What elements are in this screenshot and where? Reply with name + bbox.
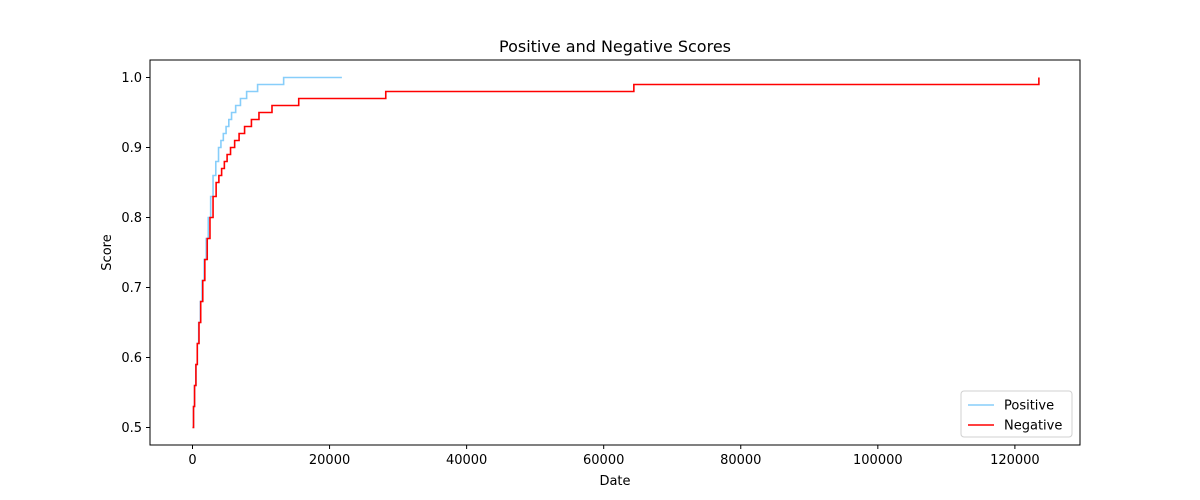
y-tick-label: 0.8 (121, 211, 142, 226)
legend: Positive Negative (960, 390, 1073, 438)
y-tick-label: 0.6 (121, 351, 142, 366)
x-tick-label: 40000 (446, 453, 487, 468)
x-tick-label: 80000 (720, 453, 761, 468)
x-axis-ticks: 0 20000 40000 60000 80000 100000 120000 (188, 445, 1040, 468)
y-tick-label: 0.7 (121, 281, 142, 296)
series-line-negative (192, 77, 1040, 429)
x-axis-label: Date (599, 474, 630, 489)
chart-title: Positive and Negative Scores (499, 37, 731, 56)
series-line-positive (192, 76, 342, 429)
x-tick-label: 120000 (990, 453, 1040, 468)
legend-label-positive: Positive (1004, 399, 1054, 414)
legend-label-negative: Negative (1004, 419, 1062, 434)
y-tick-label: 1.0 (121, 71, 142, 86)
y-axis-ticks: 0.5 0.6 0.7 0.8 0.9 1.0 (121, 71, 150, 436)
x-tick-label: 60000 (583, 453, 624, 468)
y-tick-label: 0.5 (121, 421, 142, 436)
x-tick-label: 100000 (853, 453, 903, 468)
axes-frame (149, 59, 1081, 446)
y-axis-label: Score (100, 234, 115, 270)
y-tick-label: 0.9 (121, 141, 142, 156)
plot-series (192, 76, 1040, 429)
x-tick-label: 20000 (309, 453, 350, 468)
x-tick-label: 0 (188, 453, 196, 468)
